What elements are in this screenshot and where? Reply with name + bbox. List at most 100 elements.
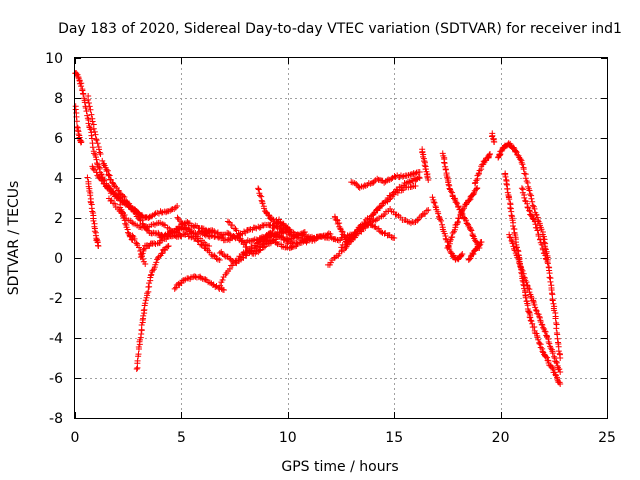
data-point [352,231,359,238]
data-point [538,321,545,328]
data-point [135,344,142,351]
data-point [530,215,537,222]
data-point [82,104,89,111]
data-point [458,252,465,259]
data-point [220,287,227,293]
data-point [334,220,341,227]
y-tick-label: 6 [54,131,63,147]
data-point [300,229,307,236]
data-point [255,186,262,193]
data-point [122,220,129,227]
data-point [431,199,438,206]
data-point [523,279,530,286]
data-point [527,317,534,324]
x-tick-label: 5 [177,430,186,446]
data-point [174,214,181,221]
y-tick-label: -8 [49,411,63,427]
data-point [133,366,140,373]
y-tick-label: -6 [49,371,63,387]
data-point [248,247,255,254]
data-point [129,205,136,212]
data-point [374,175,381,182]
data-point [553,320,560,327]
data-point [211,252,218,259]
x-axis-label: GPS time / hours [281,459,398,475]
data-point [158,234,165,241]
data-point [416,175,423,181]
data-point [486,151,493,158]
data-point [519,161,526,168]
data-point [236,231,243,238]
data-point [81,99,88,106]
data-point [275,218,282,225]
data-series-arc-23 [344,205,432,245]
data-point [449,230,456,237]
data-point [256,247,263,254]
data-point [344,241,351,247]
data-point [93,137,100,144]
data-point [138,253,145,260]
data-point [261,205,268,212]
data-point [516,261,523,268]
data-point [224,218,231,225]
data-point [168,206,175,213]
chart-title: Day 183 of 2020, Sidereal Day-to-day VTE… [58,21,622,37]
data-series-arc-32 [465,239,485,263]
data-point [131,235,138,242]
data-point [506,196,513,203]
data-point [95,243,102,249]
data-point [153,259,160,266]
data-point [88,135,95,142]
data-point [140,312,147,319]
data-point [473,177,480,184]
data-point [547,278,554,285]
data-point [224,229,231,236]
data-point [115,187,122,194]
data-series-arc-12 [156,230,223,263]
data-point [528,195,535,202]
axis-ticks [75,58,608,419]
data-point [489,132,496,139]
data-point [439,221,446,228]
data-point [110,190,117,197]
data-point [415,174,422,181]
data-point [429,194,436,201]
data-point [508,212,515,219]
data-point [535,232,542,239]
data-point [88,111,95,118]
data-point [376,176,383,183]
data-point [425,177,432,183]
data-point [148,271,155,278]
data-point [221,252,228,259]
data-point [531,218,538,225]
data-point [165,243,172,249]
data-point [133,240,140,247]
data-point [538,241,545,248]
data-point [457,211,464,218]
data-series-arc-30 [444,185,481,252]
data-point [386,196,393,203]
data-point [470,191,477,198]
data-point [527,314,534,321]
data-point [534,227,541,234]
data-point [142,300,149,307]
data-point [556,366,563,373]
data-point [226,266,233,273]
data-point [113,184,120,191]
data-point [89,118,96,125]
data-series-arc-03 [85,92,104,157]
data-point [270,225,277,232]
data-point [76,134,83,141]
data-point [235,230,242,237]
data-point [162,247,169,254]
data-point [529,202,536,209]
data-point [544,354,551,361]
data-series-arc-20 [258,230,334,248]
data-point [301,229,308,235]
data-point [446,185,453,192]
data-point [211,227,218,234]
data-point [90,125,97,132]
data-point [219,276,226,283]
data-point [89,144,96,151]
data-point [498,148,505,155]
